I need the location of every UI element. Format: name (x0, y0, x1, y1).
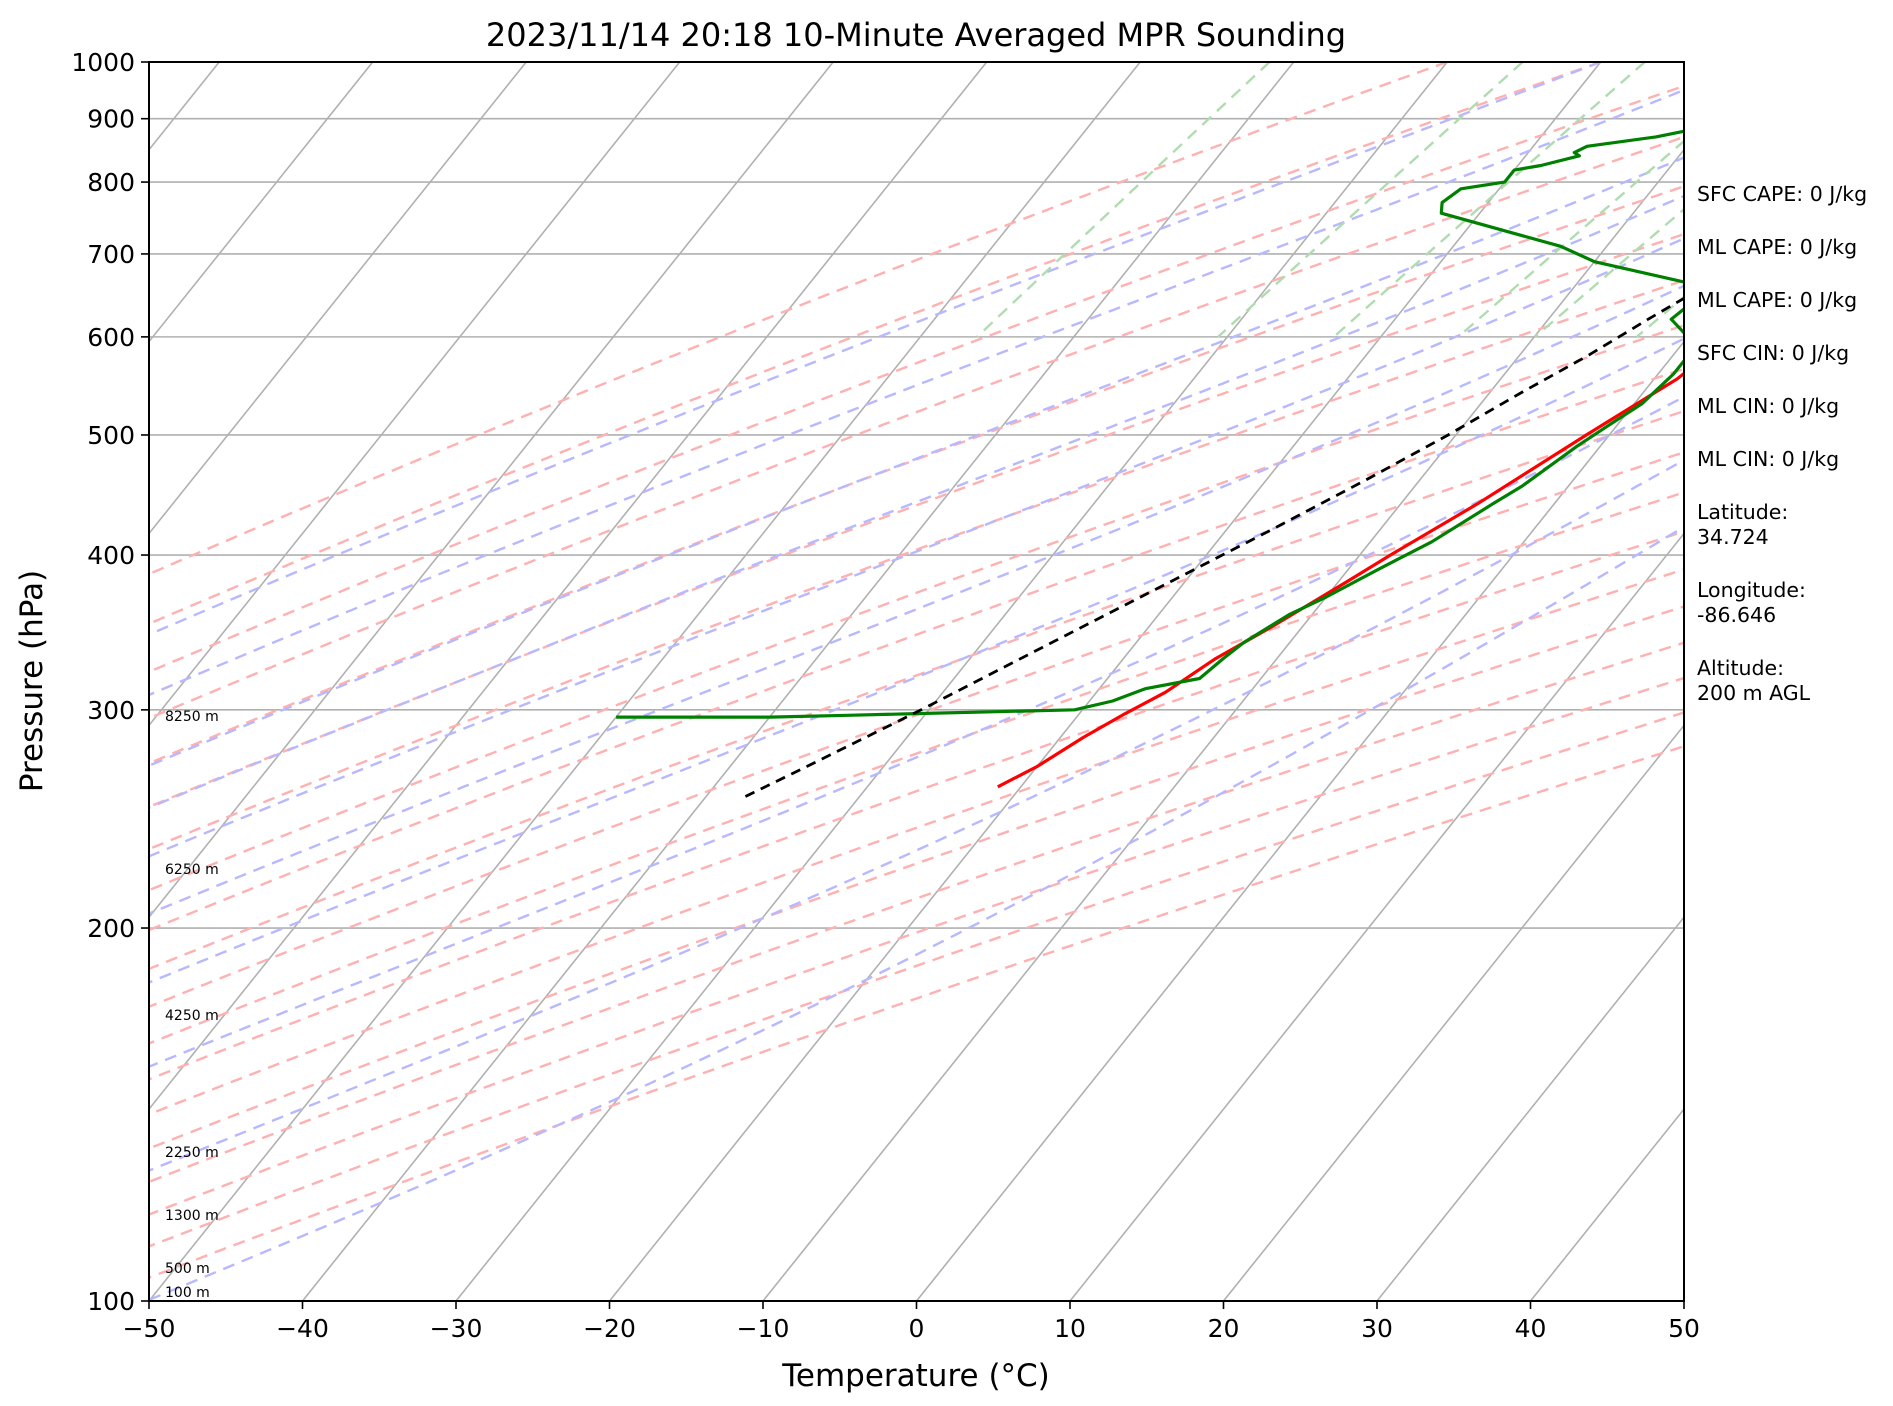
moist-adiabat (149, 395, 1684, 1068)
info-longitude: Longitude: -86.646 (1697, 578, 1806, 627)
info-ml-cape-2: ML CAPE: 0 J/kg (1697, 288, 1858, 312)
mixing-ratio-line (1457, 139, 1684, 338)
y-tick-label: 700 (87, 240, 135, 269)
grid-lines (149, 62, 1684, 1301)
axis-ticks: −50 −40 −30 −20 −10 0 10 20 30 40 50 100 200 300 400 50… (71, 48, 1700, 1343)
dry-adiabat (149, 185, 1684, 765)
info-ml-cape: ML CAPE: 0 J/kg (1697, 235, 1858, 259)
dry-adiabat (149, 367, 1684, 932)
dry-adiabat (149, 324, 1684, 892)
info-altitude: Altitude: 200 m AGL (1697, 656, 1811, 705)
x-tick-label: 10 (1054, 1314, 1086, 1343)
info-ml-cin: ML CIN: 0 J/kg (1697, 394, 1840, 418)
isotherm-line (608, 62, 1602, 1301)
height-label: 500 m (165, 1261, 210, 1277)
moist-adiabat (149, 525, 1684, 1301)
mixing-ratio-line (976, 62, 1271, 338)
y-tick-label: 300 (87, 696, 135, 725)
isotherm-line (149, 62, 374, 343)
x-tick-label: 40 (1515, 1314, 1547, 1343)
dry-adiabat (149, 641, 1684, 1184)
isotherm-line (149, 62, 834, 919)
y-tick-label: 600 (87, 323, 135, 352)
y-tick-label: 1000 (71, 48, 135, 77)
x-tick-label: −10 (737, 1314, 790, 1343)
temperature-line (997, 371, 1684, 789)
x-tick-label: 0 (909, 1314, 925, 1343)
moist-adiabat (149, 458, 1684, 1172)
moist-adiabat (149, 284, 1684, 915)
info-sfc-cape: SFC CAPE: 0 J/kg (1697, 182, 1868, 206)
height-labels: 8250 m 6250 m 4250 m 2250 m 1300 m 500 m 100 m (165, 709, 219, 1301)
moist-adiabat (149, 88, 1684, 697)
y-tick-label: 400 (87, 541, 135, 570)
sounding-series (616, 129, 1684, 799)
mixing-ratio-line (1889, 62, 1893, 337)
isotherm-line (301, 62, 1295, 1301)
dry-adiabat (149, 451, 1684, 1008)
dry-adiabat (149, 279, 1684, 851)
moist-adiabat (149, 62, 1602, 636)
dry-adiabat (149, 62, 1602, 626)
info-sfc-cin: SFC CIN: 0 J/kg (1697, 341, 1850, 365)
moist-adiabat (149, 237, 1684, 858)
x-tick-label: −20 (583, 1314, 636, 1343)
isotherm-line (149, 62, 527, 535)
isotherm-line (915, 340, 1684, 1301)
adiabat-lines (149, 62, 1893, 1301)
y-tick-label: 800 (87, 168, 135, 197)
isotherm-line (455, 62, 1448, 1301)
y-axis-label: Pressure (hPa) (14, 570, 50, 792)
x-tick-label: −50 (123, 1314, 176, 1343)
x-tick-label: 20 (1208, 1314, 1240, 1343)
x-tick-label: 50 (1668, 1314, 1700, 1343)
sounding-info-panel: SFC CAPE: 0 J/kg ML CAPE: 0 J/kg ML CAPE… (1697, 182, 1887, 734)
moist-adiabat (149, 337, 1684, 984)
x-tick-label: 30 (1361, 1314, 1393, 1343)
isotherm-line (149, 62, 988, 1111)
y-tick-label: 500 (87, 421, 135, 450)
dry-adiabat (149, 745, 1684, 1279)
dry-adiabat (149, 232, 1684, 809)
info-ml-cin-2: ML CIN: 0 J/kg (1697, 447, 1840, 471)
height-label: 8250 m (165, 709, 219, 725)
dry-adiabat (149, 676, 1684, 1216)
dry-adiabat (149, 568, 1684, 1116)
parcel-line (743, 296, 1684, 799)
info-latitude: Latitude: 34.724 (1697, 500, 1789, 549)
isotherm-line (1222, 724, 1684, 1301)
height-label: 2250 m (165, 1145, 219, 1161)
x-tick-label: −40 (276, 1314, 329, 1343)
isotherm-line (1376, 915, 1684, 1301)
moist-adiabat (149, 194, 1684, 810)
height-label: 1300 m (165, 1208, 219, 1224)
x-axis-label: Temperature (°C) (781, 1358, 1050, 1394)
y-tick-label: 900 (87, 105, 135, 134)
isotherm-line (149, 62, 1141, 1301)
dry-adiabat (149, 409, 1684, 971)
chart-title: 2023/11/14 20:18 10-Minute Averaged MPR … (486, 16, 1346, 54)
height-label: 4250 m (165, 1008, 219, 1024)
x-tick-label: −30 (430, 1314, 483, 1343)
isotherm-line (762, 148, 1684, 1301)
dry-adiabat (149, 491, 1684, 1045)
dry-adiabat (149, 530, 1684, 1081)
height-label: 6250 m (165, 862, 219, 878)
moist-adiabat (149, 156, 1684, 767)
dry-adiabat (149, 62, 1448, 576)
dry-adiabat (149, 135, 1684, 720)
height-label: 100 m (165, 1285, 210, 1301)
dry-adiabat (149, 605, 1684, 1150)
dry-adiabat (149, 84, 1684, 674)
mixing-ratio-line (1333, 62, 1646, 338)
isotherm-line (149, 62, 681, 727)
dewpoint-line (616, 129, 1684, 719)
y-tick-label: 100 (87, 1287, 135, 1316)
y-tick-label: 200 (87, 914, 135, 943)
mixing-ratio-line (1217, 62, 1524, 338)
